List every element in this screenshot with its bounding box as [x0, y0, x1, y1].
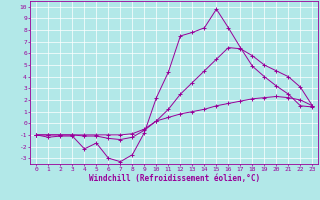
X-axis label: Windchill (Refroidissement éolien,°C): Windchill (Refroidissement éolien,°C): [89, 174, 260, 183]
